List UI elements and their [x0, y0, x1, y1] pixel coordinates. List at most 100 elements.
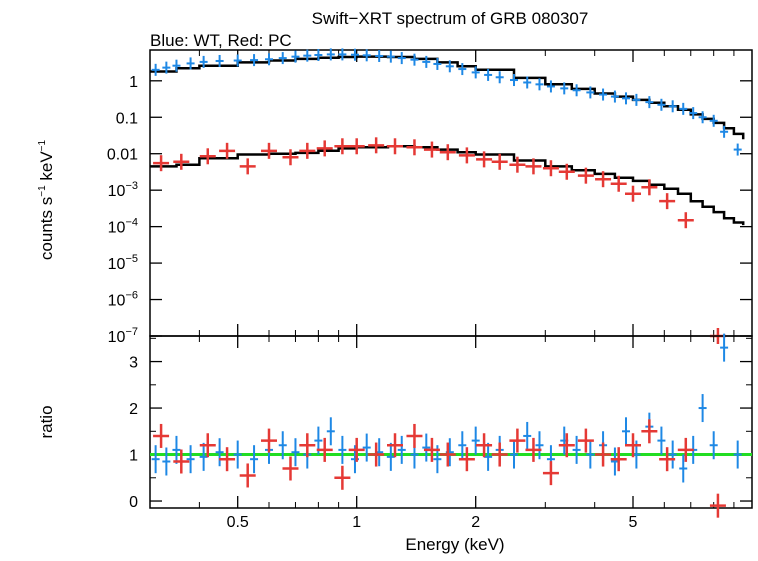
wt-ratio-point: [386, 442, 395, 471]
wt-ratio-point: [720, 333, 729, 362]
wt-ratio-point: [162, 447, 171, 476]
spectrum-frame: [149, 49, 753, 337]
wt-data-point: [546, 80, 555, 93]
wt-ratio-point: [668, 440, 677, 469]
pc-data-point: [641, 179, 658, 196]
pc-data-point: [558, 163, 575, 180]
ratio-y-axis-label: ratio: [37, 405, 56, 438]
wt-ratio-point: [523, 421, 532, 450]
ratio-panel: 0 1 2 3 0.5 1 2 5 ratio Energy (keV): [37, 333, 753, 554]
ratio-ticks: [149, 336, 752, 508]
wt-data-point: [709, 114, 718, 127]
x-tick-label: 0.5: [227, 514, 249, 531]
pc-data-point: [423, 141, 440, 158]
model-wt-line: [150, 55, 745, 140]
wt-ratio-point: [422, 433, 431, 462]
wt-ratio-point: [679, 454, 688, 483]
wt-ratio-point: [698, 394, 707, 423]
pc-ratio-point: [491, 442, 508, 467]
wt-data-point: [733, 143, 742, 156]
wt-data-point: [471, 66, 480, 79]
spectrum-ticks: [149, 50, 752, 337]
chart-title: Swift−XRT spectrum of GRB 080307: [312, 9, 589, 28]
wt-ratio-point: [471, 426, 480, 455]
wt-data-point: [586, 86, 595, 99]
pc-data-point: [476, 151, 493, 168]
wt-ratio-point: [362, 433, 371, 462]
wt-data-point: [362, 49, 371, 62]
pc-ratio-point: [406, 423, 423, 448]
wt-data-point: [495, 71, 504, 84]
wt-ratio-point: [657, 426, 666, 455]
pc-data-point: [316, 140, 333, 157]
pc-data-point: [542, 160, 559, 177]
pc-ratio-point: [316, 437, 333, 462]
wt-data-point: [199, 55, 208, 68]
pc-data-point: [491, 153, 508, 170]
pc-ratio-point: [476, 433, 493, 458]
pc-data-point: [368, 137, 385, 154]
chart-subtitle: Blue: WT, Red: PC: [150, 31, 292, 50]
wt-data-point: [386, 50, 395, 63]
wt-ratio-point: [709, 431, 718, 460]
wt-data-point: [535, 78, 544, 91]
pc-ratio-point: [239, 463, 256, 488]
pc-data-point: [610, 175, 627, 192]
pc-data-point: [406, 139, 423, 156]
pc-data-point: [334, 138, 351, 155]
wt-data-point: [433, 57, 442, 70]
pc-data-point: [299, 142, 316, 159]
spectrum-model: [150, 55, 745, 226]
spectrum-y-axis-label: counts s−1 keV−1: [37, 139, 56, 260]
pc-data-point: [387, 138, 404, 155]
wt-ratio-point: [338, 435, 347, 464]
ratio-y-tick-label: 3: [129, 355, 138, 372]
x-axis-label: Energy (keV): [405, 535, 504, 554]
pc-ratio-point: [458, 447, 475, 472]
wt-ratio-point: [291, 438, 300, 467]
ratio-y-tick-label: 2: [129, 401, 138, 418]
pc-ratio-point: [595, 442, 612, 467]
wt-data-point: [350, 48, 359, 61]
wt-ratio-point: [250, 445, 259, 474]
wt-ratio-point: [484, 442, 493, 471]
pc-ratio-point: [219, 447, 236, 472]
x-tick-label: 2: [471, 514, 480, 531]
ratio-y-tick-label: 1: [129, 448, 138, 465]
wt-ratio-point: [572, 435, 581, 464]
y-tick-label: 0.01: [107, 147, 138, 164]
wt-ratio-point: [233, 440, 242, 469]
model-pc-line: [150, 145, 745, 226]
pc-data-point: [625, 185, 642, 202]
ratio-frame: [149, 335, 753, 509]
wt-data-point: [668, 100, 677, 113]
pc-ratio-point: [677, 437, 694, 462]
wt-ratio-point: [621, 417, 630, 446]
wt-data-point: [278, 52, 287, 65]
wt-data-point: [172, 59, 181, 72]
wt-data-point: [720, 125, 729, 138]
spectrum-y-tick-labels: 1 0.1 0.01 10−3 10−4 10−5 10−6 10−7: [107, 74, 138, 346]
wt-data-point: [264, 53, 273, 66]
pc-data-point: [282, 149, 299, 166]
wt-ratio-point: [586, 440, 595, 469]
wt-data-point: [572, 84, 581, 97]
pc-ratio-point: [577, 428, 594, 453]
wt-data-point: [375, 49, 384, 62]
x-tick-label: 5: [629, 514, 638, 531]
pc-data-point: [577, 167, 594, 184]
wt-data-point: [291, 50, 300, 63]
pc-ratio-point: [153, 423, 170, 448]
wt-data-point: [397, 52, 406, 65]
ratio-y-tick-label: 0: [129, 494, 138, 511]
pc-ratio-point: [439, 442, 456, 467]
wt-ratio-point: [326, 417, 335, 446]
wt-data-point: [410, 53, 419, 66]
spectrum-panel: 1 0.1 0.01 10−3 10−4 10−5 10−6 10−7 counts s−1 …: [37, 48, 753, 346]
wt-data-point: [338, 48, 347, 61]
wt-data-point: [621, 92, 630, 105]
pc-ratio-point: [282, 456, 299, 481]
wt-data-point: [151, 63, 160, 76]
wt-data-point: [233, 54, 242, 67]
wt-data-point: [422, 55, 431, 68]
